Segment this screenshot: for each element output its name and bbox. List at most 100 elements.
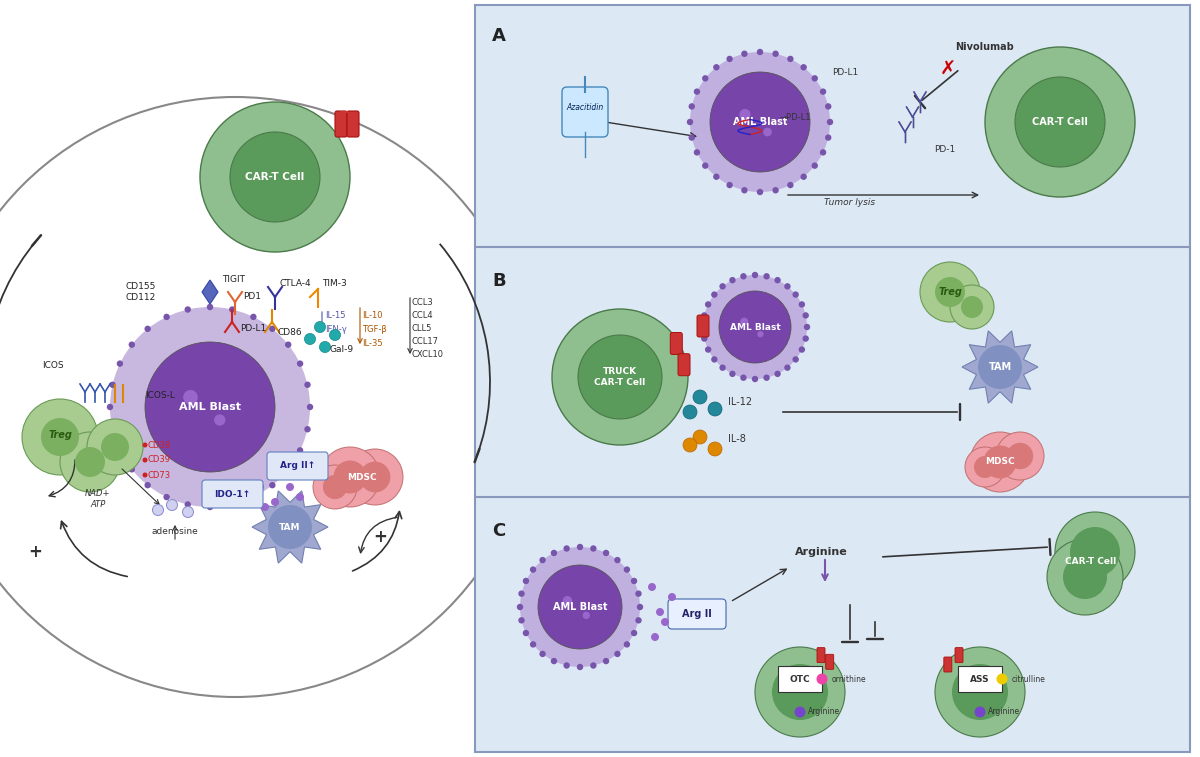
Circle shape — [706, 347, 710, 352]
Circle shape — [719, 291, 791, 363]
Circle shape — [564, 546, 569, 551]
Circle shape — [802, 174, 806, 179]
Circle shape — [703, 164, 708, 168]
Text: Gal-9: Gal-9 — [330, 344, 354, 354]
Text: CAR-T Cell: CAR-T Cell — [245, 172, 305, 182]
Text: IL-8: IL-8 — [728, 434, 746, 444]
Circle shape — [720, 284, 725, 289]
Text: ornithine: ornithine — [832, 674, 866, 684]
Circle shape — [614, 558, 620, 562]
Circle shape — [996, 674, 1008, 684]
Circle shape — [772, 664, 828, 720]
Circle shape — [298, 448, 302, 453]
Circle shape — [757, 189, 762, 195]
Circle shape — [978, 345, 1022, 389]
Text: TRUCK
CAR-T Cell: TRUCK CAR-T Cell — [594, 367, 646, 387]
Text: C: C — [492, 522, 505, 540]
Circle shape — [757, 331, 763, 338]
Circle shape — [590, 663, 596, 668]
Text: IFN-γ: IFN-γ — [325, 325, 347, 334]
Text: CD155
CD112: CD155 CD112 — [125, 282, 155, 302]
Circle shape — [110, 307, 310, 507]
Circle shape — [788, 182, 793, 188]
Circle shape — [523, 631, 528, 636]
Text: NAD+
ATP: NAD+ ATP — [85, 489, 110, 509]
Circle shape — [604, 550, 608, 556]
Text: Tumor lysis: Tumor lysis — [824, 198, 876, 207]
Circle shape — [757, 49, 762, 55]
Circle shape — [270, 326, 275, 332]
Text: PD1: PD1 — [244, 291, 262, 301]
Circle shape — [230, 132, 320, 222]
Circle shape — [706, 302, 710, 307]
Circle shape — [530, 642, 535, 647]
Text: CD38: CD38 — [148, 441, 172, 450]
Circle shape — [251, 314, 256, 319]
Circle shape — [270, 483, 275, 488]
Circle shape — [229, 502, 235, 507]
Circle shape — [755, 647, 845, 737]
Circle shape — [712, 292, 716, 297]
Circle shape — [540, 558, 545, 562]
Circle shape — [1046, 539, 1123, 615]
Circle shape — [793, 292, 798, 297]
Circle shape — [323, 475, 347, 499]
Circle shape — [974, 706, 985, 718]
Circle shape — [164, 494, 169, 500]
Circle shape — [130, 467, 134, 472]
Circle shape — [683, 438, 697, 452]
FancyBboxPatch shape — [826, 654, 834, 669]
Circle shape — [184, 390, 198, 404]
Circle shape — [143, 457, 148, 463]
Circle shape — [307, 404, 312, 410]
Circle shape — [775, 372, 780, 376]
Circle shape — [970, 432, 1030, 492]
Circle shape — [200, 102, 350, 252]
Circle shape — [552, 309, 688, 445]
Circle shape — [689, 104, 695, 109]
Circle shape — [702, 313, 707, 318]
Text: Arg II↑: Arg II↑ — [280, 462, 316, 471]
Circle shape — [740, 317, 749, 326]
Circle shape — [821, 150, 826, 155]
Circle shape — [624, 567, 630, 572]
Circle shape — [714, 65, 719, 70]
Circle shape — [803, 313, 808, 318]
Circle shape — [935, 647, 1025, 737]
Text: Azacitidin: Azacitidin — [566, 102, 604, 111]
FancyBboxPatch shape — [202, 480, 263, 508]
Text: PD-L1: PD-L1 — [832, 67, 858, 76]
Circle shape — [702, 336, 707, 341]
Text: ICOS: ICOS — [42, 360, 64, 369]
Circle shape — [712, 357, 716, 362]
Circle shape — [530, 567, 535, 572]
Circle shape — [730, 278, 734, 282]
Circle shape — [710, 72, 810, 172]
Circle shape — [143, 443, 148, 447]
Text: IL-35: IL-35 — [362, 338, 383, 347]
Circle shape — [775, 278, 780, 282]
Circle shape — [313, 465, 358, 509]
Circle shape — [564, 663, 569, 668]
Circle shape — [229, 307, 235, 312]
Text: TAM: TAM — [280, 522, 301, 531]
Circle shape — [799, 347, 804, 352]
Polygon shape — [252, 491, 328, 563]
Circle shape — [950, 285, 994, 329]
Text: →PD-L1: →PD-L1 — [780, 113, 811, 122]
Bar — [475, 5, 1190, 752]
Circle shape — [182, 506, 193, 518]
Circle shape — [1015, 77, 1105, 167]
Circle shape — [552, 550, 557, 556]
Circle shape — [793, 357, 798, 362]
Text: CD73: CD73 — [148, 471, 172, 479]
Circle shape — [538, 565, 622, 649]
Text: CCL3: CCL3 — [412, 298, 433, 307]
Circle shape — [690, 52, 830, 192]
Circle shape — [695, 89, 700, 94]
Circle shape — [742, 188, 746, 193]
Circle shape — [631, 578, 636, 584]
Circle shape — [590, 546, 596, 551]
Circle shape — [208, 304, 212, 310]
Circle shape — [271, 498, 278, 506]
